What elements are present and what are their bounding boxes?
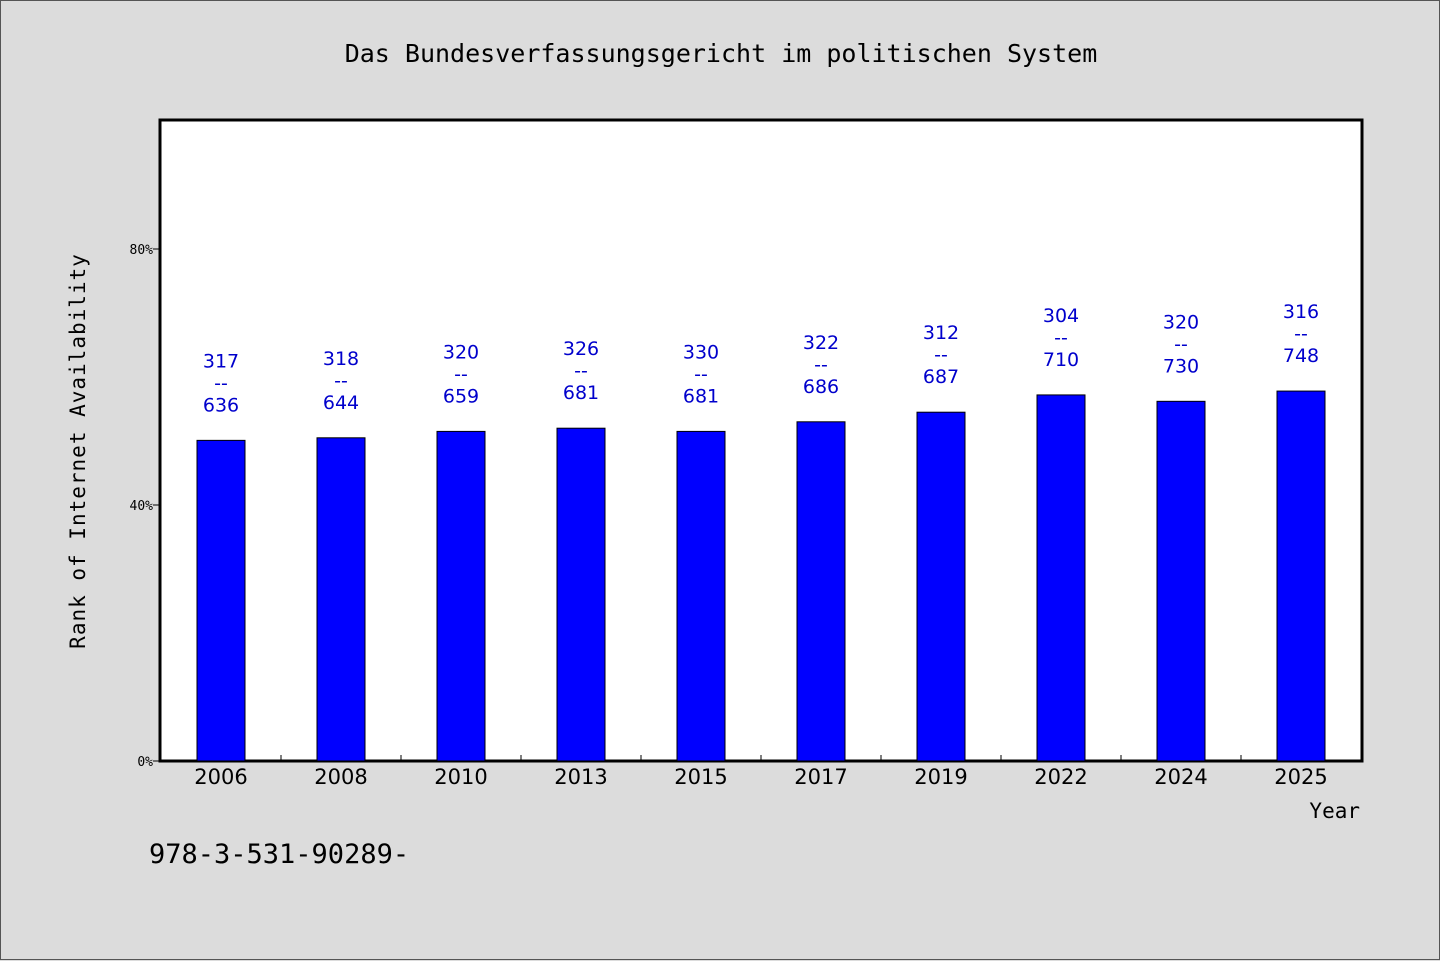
y-axis: 0% 40% 80%: [130, 243, 161, 770]
data-label-bottom-2019: 687: [923, 366, 959, 388]
bar-2010: [436, 430, 486, 762]
data-label-bottom-2008: 644: [323, 392, 359, 414]
x-tick-label-2006: 2006: [194, 765, 247, 789]
x-axis: 2006 2008 2010 2013 2015 2017 2019 2022 2024 2025: [194, 755, 1328, 789]
data-label-sep-2024: --: [1174, 333, 1188, 355]
data-label-bottom-2017: 686: [803, 376, 839, 398]
data-label-top-2013: 326: [563, 338, 599, 360]
data-label-top-2024: 320: [1163, 311, 1199, 333]
data-label-sep-2008: --: [334, 370, 348, 392]
data-label-sep-2006: --: [214, 372, 228, 394]
y-tick-label: 40%: [130, 499, 154, 514]
data-label-bottom-2022: 710: [1043, 349, 1079, 371]
bars-group: [196, 390, 1326, 762]
x-tick-label-2022: 2022: [1034, 765, 1087, 789]
data-label-bottom-2006: 636: [203, 394, 239, 416]
x-tick-label-2019: 2019: [914, 765, 967, 789]
footnote: 978-3-531-90289-: [149, 839, 409, 870]
bar-2024: [1156, 400, 1206, 762]
x-tick-label-2017: 2017: [794, 765, 847, 789]
data-label-sep-2025: --: [1294, 323, 1308, 345]
data-label-top-2019: 312: [923, 322, 959, 344]
data-label-top-2006: 317: [203, 350, 239, 372]
bar-2022: [1036, 394, 1086, 762]
x-tick-label-2010: 2010: [434, 765, 487, 789]
data-label-sep-2015: --: [694, 363, 708, 385]
bar-2006: [196, 439, 246, 762]
data-label-bottom-2024: 730: [1163, 355, 1199, 377]
x-tick-label-2024: 2024: [1154, 765, 1207, 789]
bar-2025: [1276, 390, 1326, 762]
x-axis-label: Year: [1309, 799, 1360, 823]
bar-2013: [556, 427, 606, 762]
data-label-bottom-2025: 748: [1283, 345, 1319, 367]
bar-2019: [916, 411, 966, 762]
data-label-sep-2019: --: [934, 344, 948, 366]
chart-title: Das Bundesverfassungsgericht im politisc…: [345, 39, 1098, 68]
x-tick-label-2025: 2025: [1274, 765, 1327, 789]
data-label-sep-2022: --: [1054, 327, 1068, 349]
data-label-top-2015: 330: [683, 341, 719, 363]
data-label-sep-2010: --: [454, 363, 468, 385]
data-label-sep-2017: --: [814, 354, 828, 376]
bar-2017: [796, 421, 846, 762]
data-labels-group: 317--636318--644320--659326--681330--681…: [203, 301, 1319, 416]
data-label-top-2017: 322: [803, 332, 839, 354]
data-label-top-2025: 316: [1283, 301, 1319, 323]
bar-2015: [676, 430, 726, 762]
data-label-top-2008: 318: [323, 348, 359, 370]
data-label-bottom-2010: 659: [443, 385, 479, 407]
bar-2008: [316, 437, 366, 762]
data-label-bottom-2013: 681: [563, 382, 599, 404]
data-label-sep-2013: --: [574, 360, 588, 382]
y-tick-label: 80%: [130, 243, 154, 258]
x-tick-label-2013: 2013: [554, 765, 607, 789]
data-label-top-2022: 304: [1043, 305, 1079, 327]
y-axis-label: Rank of Internet Availability: [66, 253, 90, 649]
data-label-top-2010: 320: [443, 341, 479, 363]
x-tick-label-2008: 2008: [314, 765, 367, 789]
x-tick-label-2015: 2015: [674, 765, 727, 789]
y-tick-label: 0%: [137, 755, 153, 770]
data-label-bottom-2015: 681: [683, 385, 719, 407]
